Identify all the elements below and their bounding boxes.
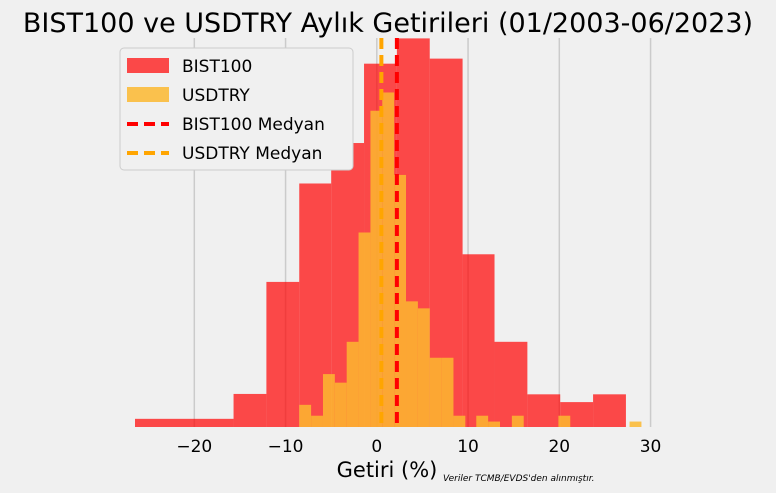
histogram-bar — [441, 357, 454, 427]
x-tick-label: −10 — [268, 437, 304, 457]
series-usdtry — [299, 92, 642, 428]
legend-swatch-bist100 — [127, 58, 169, 73]
x-tick-label: 0 — [371, 437, 382, 457]
histogram-bar — [488, 421, 500, 427]
x-axis-label: Getiri (%) — [337, 458, 438, 482]
x-tick-labels: −20 −10 0 10 20 30 — [176, 437, 661, 457]
histogram-bar — [429, 357, 442, 427]
histogram-bar — [462, 254, 495, 427]
histogram-bar — [334, 382, 347, 427]
legend-label-usdtry-median: USDTRY Medyan — [182, 144, 322, 164]
histogram-bar — [311, 415, 323, 427]
histogram-bar — [558, 415, 571, 427]
histogram-bar — [370, 110, 383, 428]
histogram-bar — [266, 281, 300, 427]
histogram-bar — [382, 92, 395, 428]
legend-label-bist100: BIST100 — [182, 57, 252, 77]
histogram-bar — [322, 374, 335, 427]
x-tick-label: 20 — [548, 437, 570, 457]
histogram-bar — [394, 174, 407, 427]
histogram-bar — [629, 421, 642, 427]
median-lines — [379, 38, 399, 427]
x-tick-label: −20 — [176, 437, 212, 457]
histogram-bar — [476, 415, 489, 427]
histogram-bar — [453, 415, 466, 427]
x-tick-label: 10 — [457, 437, 479, 457]
histogram-bar — [299, 404, 312, 427]
chart-title: BIST100 ve USDTRY Aylık Getirileri (01/2… — [23, 8, 753, 39]
legend-box — [119, 47, 354, 171]
legend-label-usdtry: USDTRY — [182, 86, 250, 106]
histogram-bar — [593, 394, 626, 427]
legend-swatch-usdtry — [127, 87, 169, 102]
x-tick-label: 30 — [640, 437, 662, 457]
legend-label-bist100-median: BIST100 Medyan — [182, 115, 325, 135]
histogram-bar — [346, 341, 359, 427]
legend: BIST100 USDTRY BIST100 Medyan USDTRY Med… — [119, 47, 354, 171]
histogram-bar — [494, 341, 528, 427]
histogram-bar — [417, 308, 430, 427]
histogram-bar — [358, 232, 371, 427]
histogram-bar — [233, 393, 267, 427]
histogram-bar — [406, 301, 418, 427]
histogram-bar — [135, 418, 234, 427]
source-note: Veriler TCMB/EVDS'den alınmıştır. — [443, 474, 594, 484]
histogram-bar — [511, 415, 524, 427]
histogram-bar — [527, 394, 561, 427]
